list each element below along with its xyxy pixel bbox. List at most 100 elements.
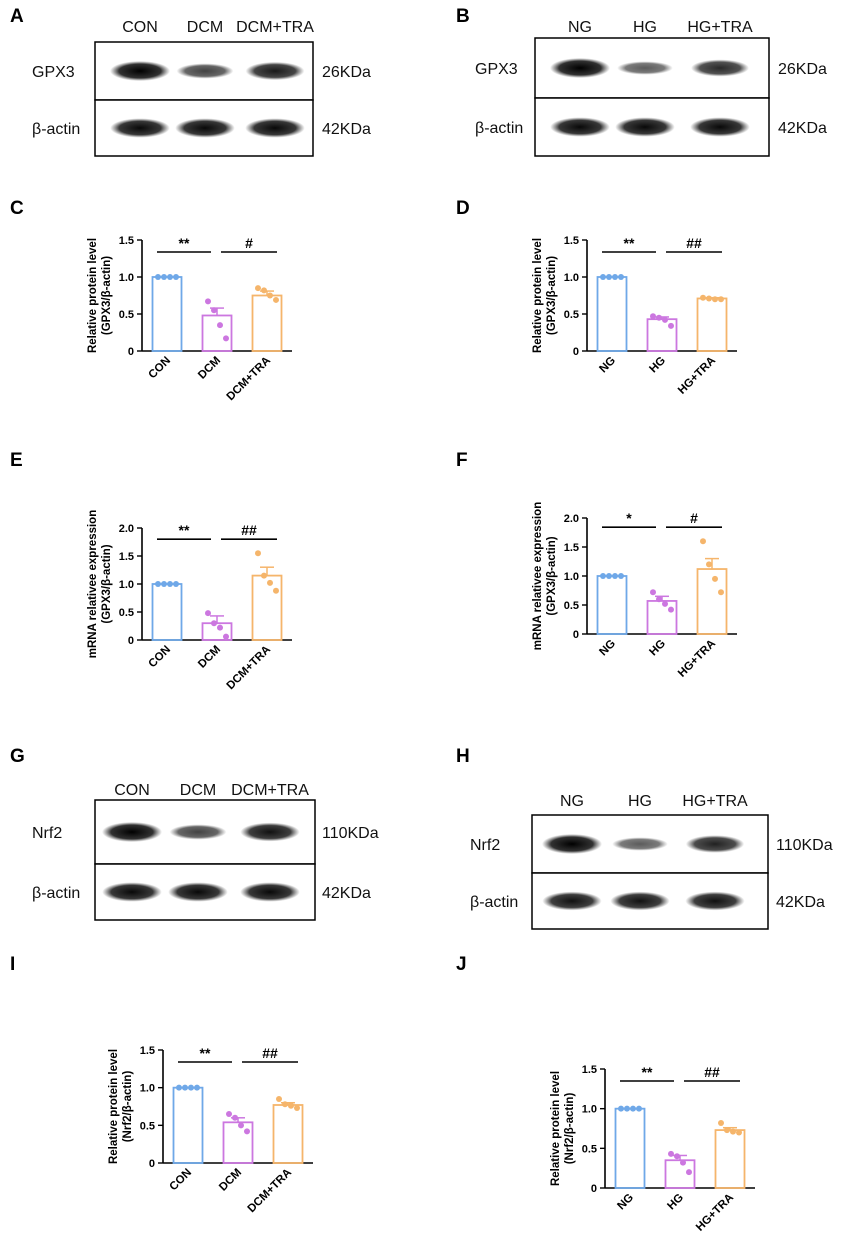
bar	[696, 297, 728, 352]
data-point	[718, 296, 724, 303]
data-point	[244, 1128, 250, 1135]
protein-label: β-actin	[32, 121, 80, 138]
molecular-weight-label: 42KDa	[322, 121, 371, 138]
significance-label: **	[179, 522, 190, 538]
data-point	[656, 596, 662, 603]
chart-panel-d: 0 0.5 1.0 1.5 Relative protein level (GPX3/β-…	[532, 235, 737, 397]
bar	[596, 575, 628, 635]
y-tick-label: 1.5	[582, 1064, 597, 1076]
bar	[172, 1086, 204, 1164]
y-axis-label-line: (GPX3/β-actin)	[546, 256, 558, 335]
y-axis-label-line: Relative protein level	[87, 238, 99, 353]
y-axis-label-line: (GPX3/β-actin)	[546, 536, 558, 615]
data-point	[188, 1084, 194, 1091]
category-label: HG	[665, 1192, 686, 1213]
data-point	[223, 335, 229, 342]
y-tick-label: 1.5	[140, 1045, 155, 1057]
data-point	[217, 624, 223, 631]
blot-band	[102, 882, 162, 902]
molecular-weight-label: 42KDa	[776, 894, 825, 911]
data-point	[668, 606, 674, 613]
category-label: DCM	[196, 644, 223, 671]
y-tick-label: 1.0	[564, 571, 579, 583]
blot-band	[550, 117, 610, 137]
blot-band	[685, 891, 745, 911]
panel-letter-c: C	[10, 198, 24, 219]
blot-band	[168, 882, 228, 902]
y-axis-label-line: Relative protein level	[550, 1071, 562, 1186]
molecular-weight-label: 26KDa	[322, 64, 371, 81]
blot-band	[245, 61, 305, 81]
protein-label: GPX3	[32, 64, 75, 81]
data-point	[176, 1084, 182, 1091]
panel-letter-b: B	[456, 6, 470, 27]
blot-band	[240, 882, 300, 902]
y-axis-label: mRNA relativee expression (GPX3/β-actin)	[532, 502, 558, 651]
y-axis-label-line: (GPX3/β-actin)	[101, 544, 113, 623]
panel-letter-a: A	[10, 6, 24, 27]
category-label: HG+TRA	[676, 355, 718, 397]
y-tick-label: 1.5	[119, 235, 134, 247]
data-point	[282, 1101, 288, 1108]
category-label: CON	[168, 1167, 195, 1194]
bar	[646, 600, 678, 635]
panel-letter-e: E	[10, 450, 23, 471]
y-axis-label: mRNA relativee expression (GPX3/β-actin)	[87, 510, 113, 659]
data-point	[288, 1102, 294, 1109]
lane-label: DCM	[187, 19, 223, 36]
blot-band	[610, 891, 670, 911]
blot-band	[617, 61, 673, 75]
bar	[272, 1104, 304, 1164]
significance-label: ##	[241, 522, 257, 538]
blot-band	[542, 891, 602, 911]
molecular-weight-label: 110KDa	[322, 825, 379, 842]
blot-band	[691, 59, 749, 77]
y-axis-label-line: mRNA relativee expression	[87, 510, 99, 659]
panel-letter-j: J	[456, 954, 467, 975]
y-axis-label: Relative protein level (GPX3/β-actin)	[532, 238, 558, 353]
data-point	[261, 287, 267, 294]
bar	[251, 574, 283, 641]
data-point	[173, 274, 179, 280]
y-tick-label: 1.5	[119, 551, 134, 563]
data-point	[267, 579, 273, 586]
blot-panel-h: NG HG HG+TRA Nrf2 110KDa β-actin 42KDa	[470, 793, 833, 930]
category-label: DCM	[196, 355, 223, 382]
data-point	[600, 274, 606, 280]
lane-label: CON	[122, 19, 158, 36]
significance-label: **	[642, 1064, 653, 1080]
panel-letter-g: G	[10, 746, 25, 767]
chart-panel-i: 0 0.5 1.0 1.5 Relative protein level (Nrf2/β-…	[108, 1045, 313, 1215]
data-point	[700, 538, 706, 545]
y-tick-label: 1.0	[564, 272, 579, 284]
chart-panel-e: 0 0.5 1.0 1.5 2.0 mRNA relativee expression (G…	[87, 510, 292, 692]
y-axis-label-line: Relative protein level	[532, 238, 544, 353]
bar	[614, 1107, 646, 1189]
category-label: HG+TRA	[676, 638, 718, 680]
significance-label: ##	[704, 1064, 720, 1080]
y-tick-label: 0	[573, 346, 579, 358]
data-point	[273, 587, 279, 594]
blot-band	[169, 824, 227, 840]
data-point	[294, 1105, 300, 1112]
blot-band	[110, 61, 170, 81]
protein-label: Nrf2	[32, 825, 62, 842]
y-tick-label: 0.5	[564, 600, 579, 612]
lane-label: DCM+TRA	[231, 782, 309, 799]
bar	[696, 568, 728, 635]
panel-letter-d: D	[456, 198, 470, 219]
category-label: HG	[647, 355, 668, 376]
data-point	[718, 589, 724, 596]
data-point	[255, 285, 261, 292]
y-tick-label: 2.0	[119, 523, 134, 535]
data-point	[155, 581, 161, 587]
y-tick-label: 2.0	[564, 513, 579, 525]
blot-band	[615, 117, 675, 137]
blot-band	[550, 58, 610, 78]
molecular-weight-label: 42KDa	[322, 885, 371, 902]
lane-label: NG	[568, 19, 592, 36]
blot-panel-b: NG HG HG+TRA GPX3 26KDa β-actin 42KDa	[475, 19, 827, 157]
blot-band	[102, 822, 162, 842]
lane-label: HG	[633, 19, 657, 36]
blot-band	[690, 117, 750, 137]
